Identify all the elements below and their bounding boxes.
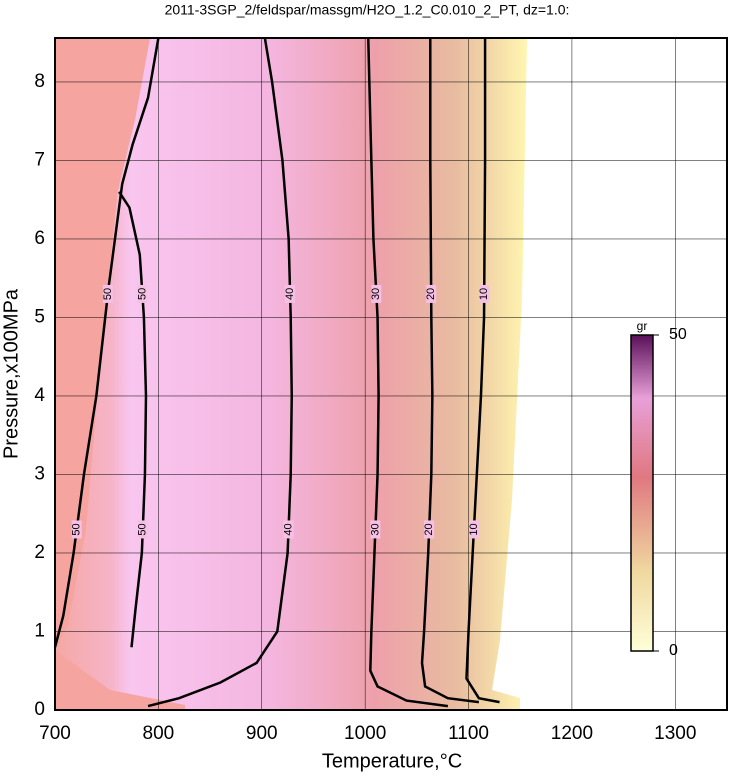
contour-label: 50: [137, 523, 149, 535]
x-tick-label: 800: [143, 723, 175, 744]
x-tick-label: 1100: [448, 723, 489, 744]
contour-line: [465, 38, 500, 704]
x-tick-label: 1300: [654, 723, 696, 744]
contour-label: 30: [370, 288, 382, 300]
contour-label: 50: [136, 288, 148, 300]
contour-label-bg: [424, 520, 435, 539]
contour-label-bg: [137, 284, 148, 303]
contour-label-bg: [283, 520, 294, 539]
contour-label-bg: [102, 284, 113, 303]
colorbar-tick-label: 0: [669, 642, 678, 659]
y-tick-label: 4: [34, 385, 45, 406]
contour-line: [147, 37, 294, 708]
colorbar-label: gr: [637, 319, 648, 333]
y-tick-label: 6: [34, 228, 45, 249]
contour-label: 20: [425, 288, 437, 300]
plot-frame: [54, 37, 728, 711]
contour-label-bg: [137, 520, 148, 539]
y-tick-label: 1: [34, 621, 45, 642]
x-tick-label: 1200: [551, 723, 593, 744]
x-tick-label: 700: [39, 723, 71, 744]
contour-label-bg: [370, 520, 381, 539]
contour-line: [420, 38, 480, 704]
contour-label-bg: [426, 284, 437, 303]
contour-label-bg: [285, 284, 296, 303]
x-tick-label: 900: [246, 723, 278, 744]
y-tick-label: 7: [34, 149, 45, 170]
contour-label-bg: [371, 284, 382, 303]
contour-line: [53, 37, 160, 648]
y-axis-label: Pressure,x100MPa: [0, 288, 22, 459]
contour-label-bg: [479, 284, 490, 303]
contour-label-bg: [71, 520, 82, 539]
y-tick-label: 0: [34, 699, 45, 720]
contour-line: [367, 37, 449, 708]
y-tick-label: 3: [34, 464, 45, 485]
x-tick-label: 1000: [344, 723, 386, 744]
contour-label-bg: [468, 520, 479, 539]
contour-label: 10: [478, 288, 490, 300]
contour-label: 10: [468, 523, 480, 535]
field-fill: [55, 650, 185, 710]
contour-label: 20: [423, 523, 435, 535]
contour-label: 50: [102, 288, 114, 300]
contour-label: 40: [282, 523, 294, 535]
x-axis-label: Temperature,°C: [322, 750, 462, 772]
y-tick-label: 2: [34, 542, 45, 563]
contour-line: [118, 191, 148, 648]
y-tick-label: 8: [34, 71, 45, 92]
colorbar: [630, 334, 654, 652]
colorbar-tick-label: 50: [669, 326, 687, 343]
chart-title: 2011-3SGP_2/feldspar/massgm/H2O_1.2_C0.0…: [165, 2, 570, 18]
contour-label: 40: [284, 288, 296, 300]
y-tick-label: 5: [34, 306, 45, 327]
contour-label: 50: [71, 523, 83, 535]
field-fill: [55, 38, 150, 650]
contour-label: 30: [369, 523, 381, 535]
